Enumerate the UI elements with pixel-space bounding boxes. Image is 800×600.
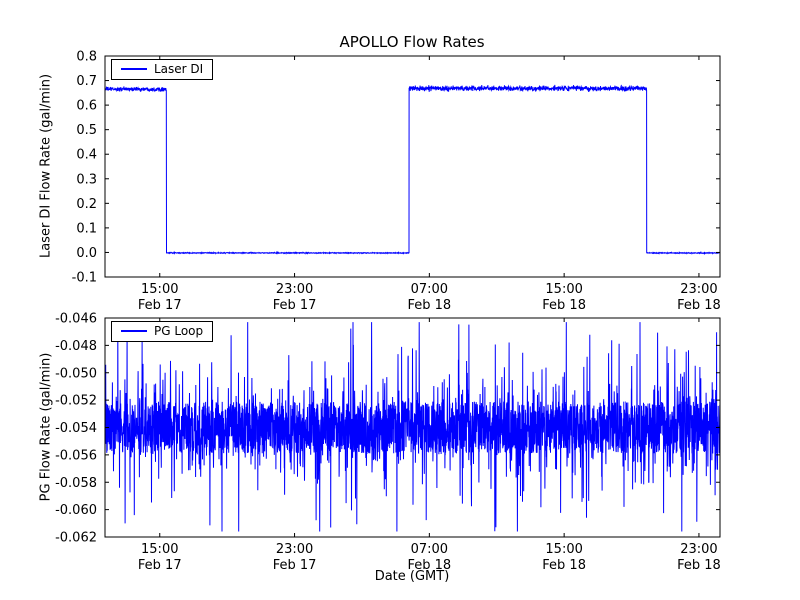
y-tick-label: 0.5 bbox=[76, 123, 97, 138]
y-tick-label: 0.0 bbox=[76, 246, 97, 261]
legend-line-sample-icon bbox=[121, 68, 147, 70]
data-line-pg-loop bbox=[105, 322, 720, 532]
x-tick-date-label: Feb 18 bbox=[677, 298, 721, 313]
x-tick-date-label: Feb 18 bbox=[407, 298, 451, 313]
x-tick-date-label: Feb 18 bbox=[542, 558, 586, 573]
y-tick-label: 0.1 bbox=[76, 221, 97, 236]
x-tick-time-label: 15:00 bbox=[545, 282, 582, 297]
x-tick-date-label: Feb 17 bbox=[138, 298, 182, 313]
chart-title: APOLLO Flow Rates bbox=[339, 33, 485, 51]
legend-line-sample-icon bbox=[121, 330, 147, 332]
y-tick-label: -0.048 bbox=[55, 339, 97, 354]
y-axis-label-laser-di: Laser DI Flow Rate (gal/min) bbox=[38, 73, 54, 259]
y-tick-label: -0.056 bbox=[55, 448, 97, 463]
y-tick-label: -0.046 bbox=[55, 312, 97, 327]
x-tick-time-label: 23:00 bbox=[680, 542, 717, 557]
x-tick-time-label: 07:00 bbox=[411, 282, 448, 297]
legend-label-laser-di: Laser DI bbox=[154, 62, 204, 76]
x-tick-date-label: Feb 17 bbox=[273, 558, 317, 573]
y-tick-label: -0.1 bbox=[72, 271, 97, 286]
x-tick-date-label: Feb 18 bbox=[677, 558, 721, 573]
x-tick-time-label: 23:00 bbox=[680, 282, 717, 297]
legend-label-pg-loop: PG Loop bbox=[154, 324, 204, 338]
y-tick-label: 0.6 bbox=[76, 99, 97, 114]
x-tick-date-label: Feb 17 bbox=[273, 298, 317, 313]
y-tick-label: -0.052 bbox=[55, 394, 97, 409]
y-tick-label: -0.054 bbox=[55, 421, 97, 436]
y-tick-label: 0.2 bbox=[76, 197, 97, 212]
x-tick-date-label: Feb 18 bbox=[407, 558, 451, 573]
y-tick-label: 0.3 bbox=[76, 172, 97, 187]
x-axis-label: Date (GMT) bbox=[374, 569, 450, 584]
x-tick-time-label: 15:00 bbox=[141, 282, 178, 297]
x-tick-time-label: 07:00 bbox=[411, 542, 448, 557]
x-tick-time-label: 23:00 bbox=[276, 542, 313, 557]
y-tick-label: -0.062 bbox=[55, 531, 97, 546]
legend-laser-di: Laser DI bbox=[111, 59, 214, 80]
y-tick-label: -0.060 bbox=[55, 503, 97, 518]
y-axis-label-pg-loop: PG Flow Rate (gal/min) bbox=[38, 352, 54, 502]
data-line-laser-di bbox=[105, 84, 720, 256]
x-tick-time-label: 15:00 bbox=[545, 542, 582, 557]
y-tick-label: -0.050 bbox=[55, 366, 97, 381]
y-tick-label: -0.058 bbox=[55, 476, 97, 491]
x-tick-time-label: 23:00 bbox=[276, 282, 313, 297]
y-tick-label: 0.7 bbox=[76, 74, 97, 89]
axes-frame bbox=[104, 55, 721, 278]
y-tick-label: 0.4 bbox=[76, 148, 97, 163]
x-tick-date-label: Feb 18 bbox=[542, 298, 586, 313]
y-tick-label: 0.8 bbox=[76, 50, 97, 65]
x-tick-date-label: Feb 17 bbox=[138, 558, 182, 573]
legend-pg-loop: PG Loop bbox=[111, 321, 214, 342]
x-tick-time-label: 15:00 bbox=[141, 542, 178, 557]
